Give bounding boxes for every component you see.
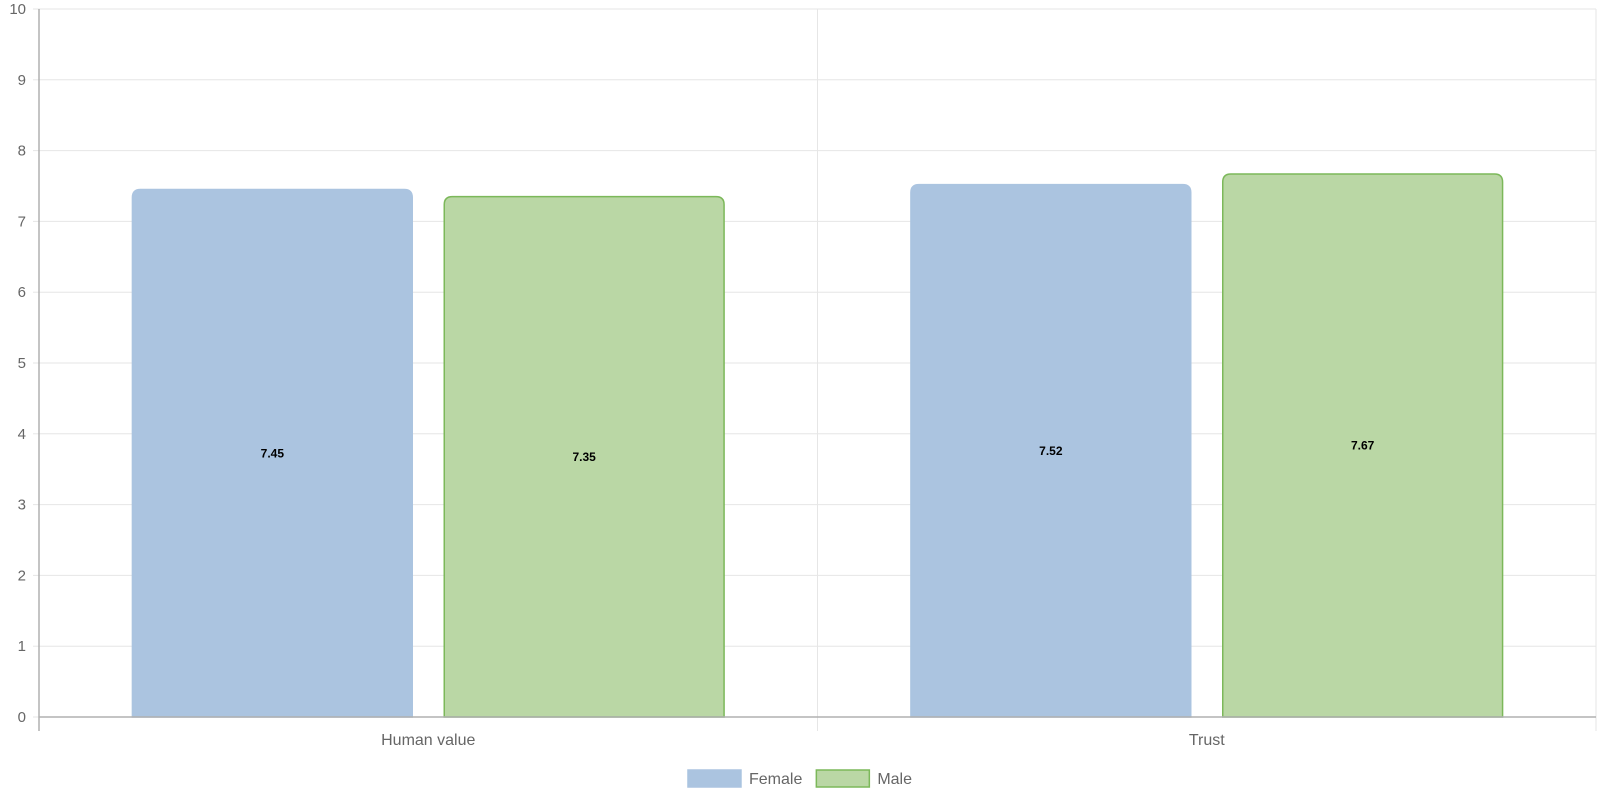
bars bbox=[131, 173, 1504, 718]
y-tick-label: 0 bbox=[18, 709, 26, 726]
y-tick-label: 4 bbox=[18, 426, 26, 443]
legend-swatch-male bbox=[815, 769, 871, 788]
y-tick-label: 7 bbox=[18, 213, 26, 230]
x-category-label: Human value bbox=[381, 732, 475, 749]
legend-swatch-female bbox=[687, 769, 742, 788]
y-tick-label: 5 bbox=[18, 355, 26, 372]
x-category-label: Trust bbox=[1189, 732, 1225, 749]
y-tick-label: 3 bbox=[18, 497, 26, 514]
legend-label-male: Male bbox=[877, 771, 912, 788]
value-labels: 7.45 7.35 7.52 7.67 bbox=[261, 438, 1375, 463]
bar-female-0 bbox=[131, 188, 413, 718]
y-tick-label: 10 bbox=[9, 1, 26, 18]
y-tick-label: 2 bbox=[18, 567, 26, 584]
value-label: 7.45 bbox=[261, 446, 285, 460]
value-label: 7.35 bbox=[572, 450, 596, 464]
y-tick-label: 8 bbox=[18, 143, 26, 160]
value-label: 7.52 bbox=[1039, 444, 1063, 458]
y-tick-label: 6 bbox=[18, 284, 26, 301]
legend: Female Male bbox=[687, 769, 912, 788]
bar-male-1 bbox=[1222, 173, 1504, 718]
y-tick-label: 1 bbox=[18, 638, 26, 655]
legend-label-female: Female bbox=[749, 771, 802, 788]
value-label: 7.67 bbox=[1351, 438, 1375, 452]
y-tick-label: 9 bbox=[18, 72, 26, 89]
bar-male-0 bbox=[443, 195, 725, 718]
bar-female-1 bbox=[910, 183, 1192, 718]
axes: 0 1 2 3 4 5 6 7 8 9 10 Human value Trust bbox=[9, 1, 1596, 749]
